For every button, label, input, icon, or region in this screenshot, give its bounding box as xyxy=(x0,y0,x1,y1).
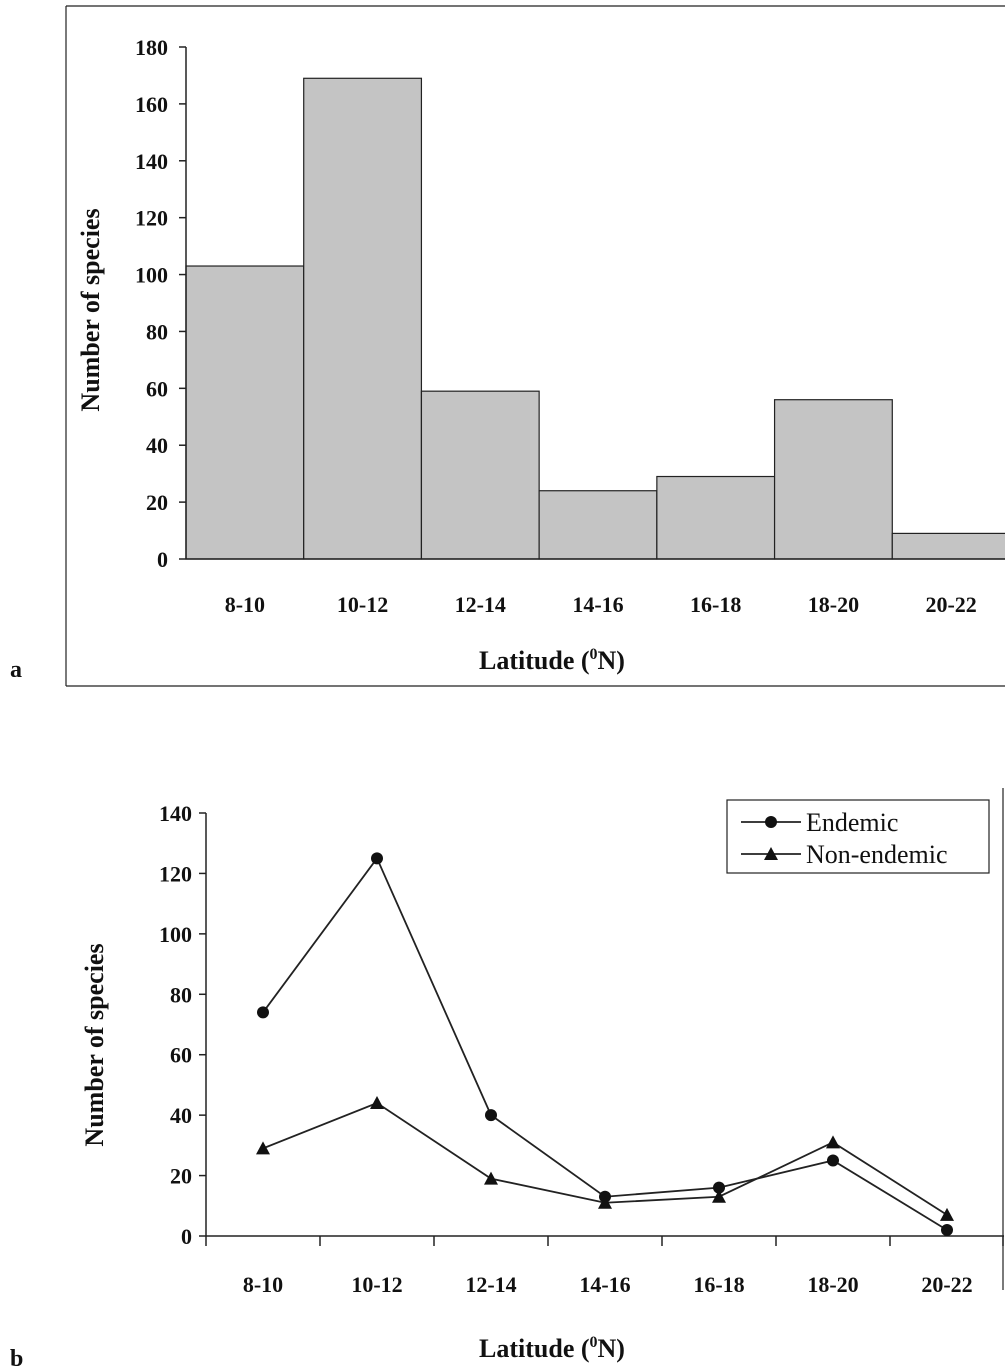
y-tick-label: 120 xyxy=(135,206,168,231)
bar-16-18 xyxy=(656,475,776,560)
y-ticks: 0 20 40 60 80 100 120 140 160 180 xyxy=(135,35,186,572)
x-ticks: 8-10 10-12 12-14 14-16 16-18 18-20 20-22 xyxy=(205,1236,1004,1297)
legend-endemic-label: Endemic xyxy=(806,808,898,837)
point-endemic-8-10 xyxy=(257,1006,269,1019)
y-ticks: 0 20 40 60 80 100 120 140 xyxy=(159,801,206,1249)
x-tick-label: 10-12 xyxy=(351,1272,402,1297)
point-non-endemic-14-16 xyxy=(598,1195,612,1209)
point-non-endemic-18-20 xyxy=(826,1135,840,1149)
x-axis-label: Latitude (0N) xyxy=(479,1334,625,1363)
legend-nonendemic-marker xyxy=(764,847,778,860)
x-tick-label: 12-14 xyxy=(465,1272,516,1297)
point-non-endemic-8-10 xyxy=(256,1141,270,1155)
bar-series xyxy=(185,77,1005,560)
y-tick-label: 20 xyxy=(146,490,168,515)
legend-endemic-marker xyxy=(765,816,777,828)
x-tick-label: 18-20 xyxy=(807,1272,858,1297)
bar-20-22 xyxy=(891,532,1005,560)
y-tick-label: 60 xyxy=(146,376,168,401)
point-non-endemic-20-22 xyxy=(940,1207,954,1221)
bar-12-14 xyxy=(420,390,540,560)
bar-18-20 xyxy=(773,399,893,560)
x-tick-label: 18-20 xyxy=(808,592,859,617)
y-axis-label: Number of species xyxy=(80,943,109,1146)
y-tick-label: 100 xyxy=(159,922,192,947)
x-tick-label: 14-16 xyxy=(579,1272,630,1297)
x-tick-label: 8-10 xyxy=(243,1272,283,1297)
panel-b-label: b xyxy=(10,1346,23,1369)
x-tick-label: 20-22 xyxy=(921,1272,972,1297)
y-tick-label: 60 xyxy=(170,1043,192,1068)
y-tick-label: 120 xyxy=(159,861,192,886)
bar-14-16 xyxy=(538,490,658,560)
x-axis-label: Latitude (0N) xyxy=(479,646,625,675)
bar-8-10 xyxy=(185,265,305,560)
legend-box xyxy=(726,799,990,874)
x-tick-label: 14-16 xyxy=(572,592,623,617)
point-non-endemic-16-18 xyxy=(712,1189,726,1203)
y-tick-label: 100 xyxy=(135,263,168,288)
point-non-endemic-10-12 xyxy=(370,1096,384,1110)
y-tick-label: 140 xyxy=(159,801,192,826)
series-endemic-line xyxy=(262,856,948,1231)
y-tick-label: 40 xyxy=(146,433,168,458)
legend: Endemic Non-endemic xyxy=(726,799,990,874)
y-tick-label: 160 xyxy=(135,92,168,117)
y-tick-label: 80 xyxy=(170,982,192,1007)
legend-nonendemic-label: Non-endemic xyxy=(806,840,948,869)
bar-10-12 xyxy=(303,77,423,560)
y-axis-label: Number of species xyxy=(76,208,105,411)
x-tick-label: 16-18 xyxy=(693,1272,744,1297)
y-tick-label: 80 xyxy=(146,319,168,344)
point-endemic-20-22 xyxy=(941,1223,953,1236)
y-tick-label: 180 xyxy=(135,35,168,60)
x-tick-label: 8-10 xyxy=(225,592,265,617)
point-endemic-10-12 xyxy=(371,852,383,865)
panel-b: b 0 20 40 60 80 100 120 140 8-10 10-12 12-14 14-16… xyxy=(10,788,1004,1369)
point-non-endemic-12-14 xyxy=(484,1171,498,1185)
x-ticks: 8-10 10-12 12-14 14-16 16-18 18-20 20-22 xyxy=(225,592,977,617)
y-tick-label: 0 xyxy=(181,1224,192,1249)
y-tick-label: 140 xyxy=(135,149,168,174)
panel-a-label: a xyxy=(10,657,22,683)
x-tick-label: 20-22 xyxy=(925,592,976,617)
x-tick-label: 16-18 xyxy=(690,592,741,617)
point-endemic-18-20 xyxy=(827,1154,839,1167)
y-tick-label: 0 xyxy=(157,547,168,572)
x-tick-label: 10-12 xyxy=(337,592,388,617)
y-tick-label: 40 xyxy=(170,1103,192,1128)
line-series xyxy=(256,852,954,1236)
point-endemic-12-14 xyxy=(485,1109,497,1122)
panel-a: a 0 20 40 60 80 100 120 140 160 180 8-10 10-12 12-1… xyxy=(10,5,1005,687)
y-tick-label: 20 xyxy=(170,1164,192,1189)
point-endemic-16-18 xyxy=(713,1181,725,1194)
x-tick-label: 12-14 xyxy=(455,592,506,617)
